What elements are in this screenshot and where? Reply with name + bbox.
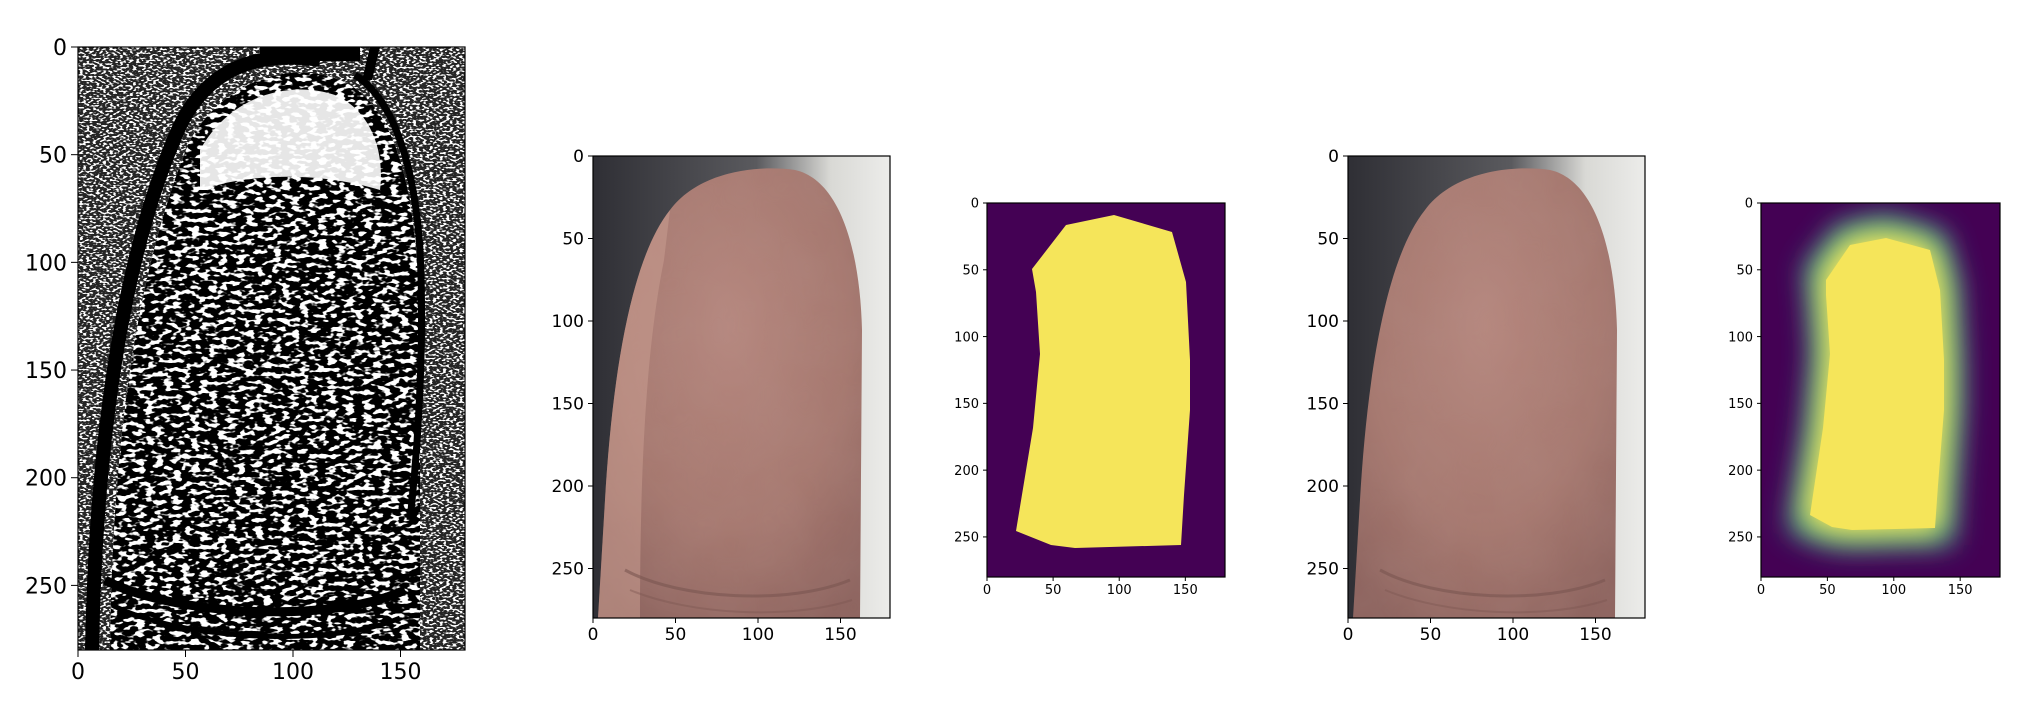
x-tick-label: 0 — [1343, 625, 1354, 645]
x-tick-label: 50 — [1819, 583, 1836, 598]
y-tick-label: 200 — [954, 464, 979, 479]
x-tick-label: 150 — [1173, 583, 1198, 598]
finger-photo-1-panel: 0 50 100 150 0 50 100 150 200 250 — [552, 147, 891, 645]
x-tick-label: 150 — [1579, 625, 1611, 645]
x-tick-label: 100 — [1497, 625, 1529, 645]
finger-photo-1-image — [593, 156, 890, 618]
x-tick-label: 50 — [172, 660, 200, 685]
finger-mask-frame — [986, 202, 1226, 578]
y-tick-label: 50 — [1736, 263, 1753, 278]
finger-mask-image — [987, 203, 1225, 577]
y-tick-label: 250 — [552, 560, 584, 580]
x-tick-label: 50 — [1045, 583, 1062, 598]
y-tick-label: 0 — [1328, 147, 1339, 167]
y-tick-label: 150 — [25, 359, 67, 384]
finger-mask-axes: 0 50 100 150 0 50 100 150 200 250 — [954, 197, 1198, 598]
y-tick-label: 0 — [1745, 197, 1753, 212]
finger-photo-1-frame — [592, 155, 891, 619]
x-tick-label: 0 — [588, 625, 599, 645]
y-tick-label: 0 — [573, 147, 584, 167]
binary-ridge-axes: 0 50 100 150 0 50 100 150 200 250 — [25, 36, 422, 685]
y-tick-label: 250 — [25, 574, 67, 599]
binary-ridge-frame — [77, 46, 466, 651]
y-tick-label: 100 — [1307, 312, 1339, 332]
finger-photo-1-axes: 0 50 100 150 0 50 100 150 200 250 — [552, 147, 857, 645]
x-tick-label: 150 — [380, 660, 422, 685]
binary-ridge-panel: 0 50 100 150 0 50 100 150 200 250 — [25, 36, 466, 685]
x-tick-label: 0 — [71, 660, 85, 685]
y-tick-label: 250 — [1307, 560, 1339, 580]
x-tick-label: 150 — [824, 625, 856, 645]
y-tick-label: 200 — [1307, 477, 1339, 497]
y-tick-label: 100 — [552, 312, 584, 332]
x-tick-label: 100 — [272, 660, 314, 685]
y-tick-label: 100 — [25, 251, 67, 276]
x-tick-label: 50 — [1420, 625, 1442, 645]
finger-mask-blurred-panel: 0 50 100 150 0 50 100 150 200 250 — [1728, 197, 2001, 598]
y-tick-label: 250 — [1728, 531, 1753, 546]
finger-mask-blurred-axes: 0 50 100 150 0 50 100 150 200 250 — [1728, 197, 1972, 598]
y-tick-label: 250 — [954, 531, 979, 546]
y-tick-label: 0 — [53, 36, 67, 61]
finger-mask-panel: 0 50 100 150 0 50 100 150 200 250 — [954, 197, 1226, 598]
finger-photo-2-frame — [1347, 155, 1646, 619]
finger-mask-blurred-image — [1761, 203, 2000, 577]
y-tick-label: 100 — [1728, 330, 1753, 345]
y-tick-label: 50 — [962, 263, 979, 278]
finger-photo-2-panel: 0 50 100 150 0 50 100 150 200 250 — [1307, 147, 1646, 645]
x-tick-label: 0 — [1757, 583, 1765, 598]
x-tick-label: 50 — [665, 625, 687, 645]
finger-mask-blurred-frame — [1760, 202, 2001, 578]
y-tick-label: 50 — [562, 230, 584, 250]
y-tick-label: 100 — [954, 330, 979, 345]
y-tick-label: 150 — [552, 395, 584, 415]
y-tick-label: 0 — [971, 197, 979, 212]
y-tick-label: 200 — [25, 467, 67, 492]
x-tick-label: 100 — [1881, 583, 1906, 598]
x-tick-label: 0 — [983, 583, 991, 598]
binary-ridge-image — [78, 47, 465, 650]
y-tick-label: 50 — [1317, 230, 1339, 250]
y-tick-label: 150 — [1728, 397, 1753, 412]
y-tick-label: 50 — [39, 144, 67, 169]
y-tick-label: 150 — [1307, 395, 1339, 415]
y-tick-label: 200 — [1728, 464, 1753, 479]
y-tick-label: 150 — [954, 397, 979, 412]
finger-photo-2-image — [1348, 156, 1645, 618]
y-tick-label: 200 — [552, 477, 584, 497]
x-tick-label: 100 — [742, 625, 774, 645]
x-tick-label: 100 — [1107, 583, 1132, 598]
x-tick-label: 150 — [1948, 583, 1973, 598]
finger-photo-2-axes: 0 50 100 150 0 50 100 150 200 250 — [1307, 147, 1612, 645]
